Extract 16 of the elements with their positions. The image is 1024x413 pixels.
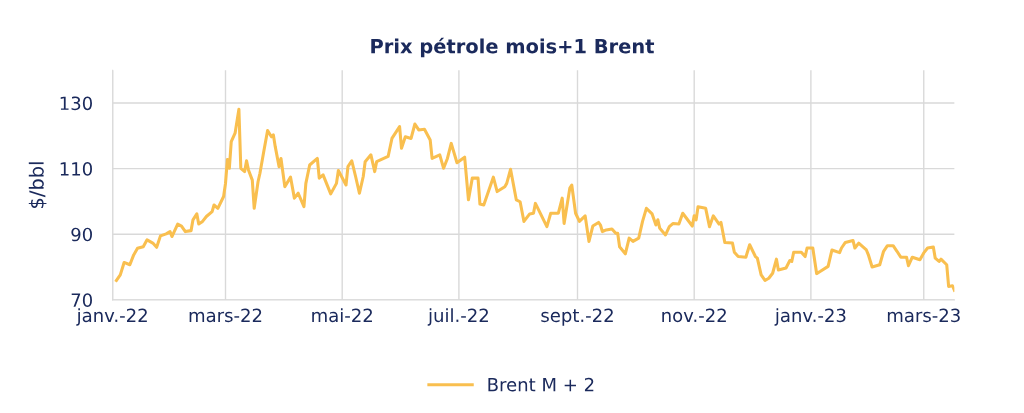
y-tick-label: 70 (71, 293, 92, 307)
x-tick-label: sept.-22 (541, 308, 613, 326)
line-series (114, 107, 955, 292)
x-tick-label: juil.-22 (427, 308, 488, 326)
y-tick-label: 90 (71, 227, 92, 242)
x-tick-label: janv.-23 (774, 308, 846, 326)
x-tick-label: janv.-22 (76, 308, 147, 326)
y-axis-title: $/bbl (28, 162, 47, 208)
x-tick-label: nov.-22 (662, 308, 726, 323)
x-tick-label: mars-23 (887, 308, 960, 323)
chart-title: Prix pétrole mois+1 Brent (371, 37, 655, 58)
x-tick-label: mai-22 (312, 308, 372, 323)
y-tick-label: 130 (60, 96, 92, 111)
y-tick-label: 110 (60, 162, 92, 176)
x-tick-label: mars-22 (189, 308, 262, 323)
legend-label: Brent M + 2 (488, 377, 594, 392)
